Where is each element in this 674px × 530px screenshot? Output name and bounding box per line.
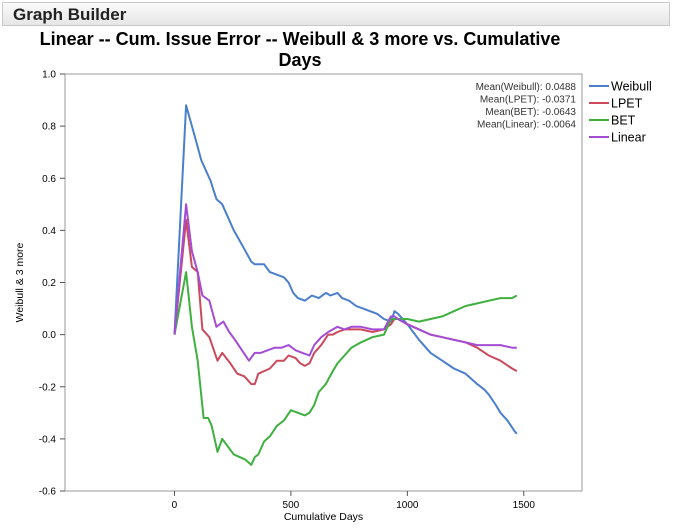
legend-label-bet: BET [611, 114, 636, 128]
mean-annotation: Mean(BET): -0.0643 [485, 107, 576, 118]
mean-annotation: Mean(Weibull): 0.0488 [476, 82, 577, 93]
x-tick-label: 500 [283, 500, 300, 511]
y-tick-label: 0.8 [42, 122, 56, 133]
plot-frame [64, 73, 583, 492]
x-tick-label: 1500 [513, 500, 536, 511]
graph-builder-header: Graph Builder [2, 2, 670, 26]
y-tick-label: 0.6 [42, 174, 56, 185]
legend-label-linear: Linear [611, 131, 646, 145]
x-tick-label: 1000 [396, 500, 419, 511]
chart-title: Linear -- Cum. Issue Error -- Weibull & … [39, 29, 561, 70]
y-tick-label: -0.2 [39, 382, 57, 393]
y-axis-label: Weibull & 3 more [14, 242, 26, 322]
y-tick-label: -0.6 [39, 487, 57, 498]
header-title: Graph Builder [13, 5, 127, 24]
legend-label-weibull: Weibull [611, 80, 652, 94]
y-tick-label: 0.4 [42, 226, 56, 237]
x-tick-label: 0 [172, 500, 178, 511]
x-axis-label: Cumulative Days [284, 511, 363, 523]
y-tick-label: 1.0 [42, 70, 56, 81]
series-line-weibull [173, 104, 518, 435]
y-tick-label: -0.4 [39, 434, 57, 445]
series-line-linear [173, 203, 517, 362]
mean-annotation: Mean(Linear): -0.0064 [477, 120, 576, 131]
y-tick-label: 0.2 [42, 278, 56, 289]
y-tick-label: 0.0 [42, 330, 56, 341]
legend-label-lpet: LPET [611, 97, 643, 111]
series-line-bet [173, 271, 518, 466]
mean-annotation: Mean(LPET): -0.0371 [480, 95, 577, 106]
